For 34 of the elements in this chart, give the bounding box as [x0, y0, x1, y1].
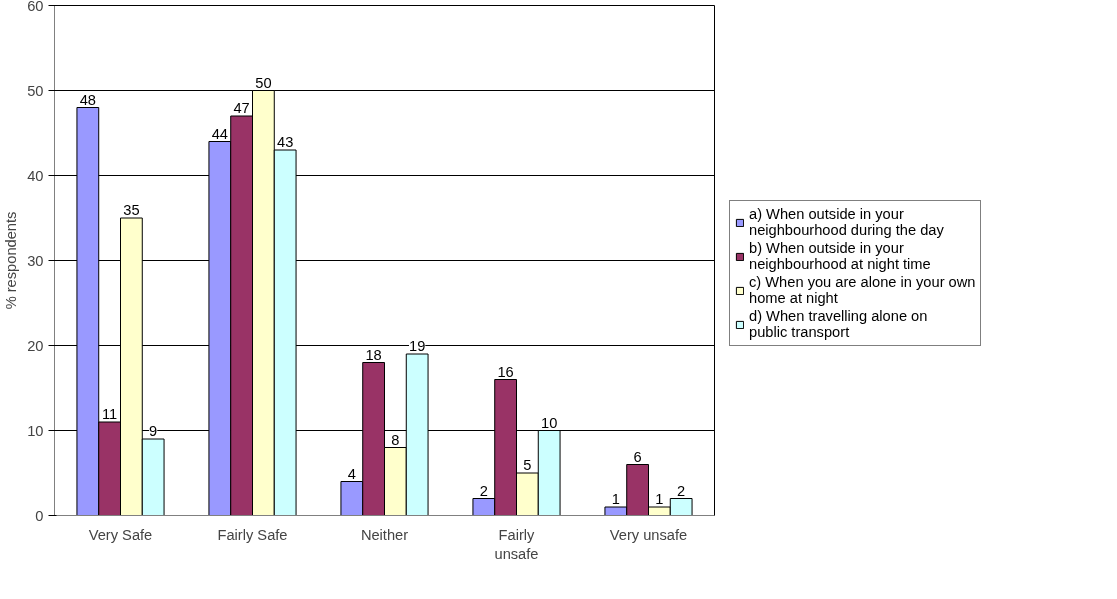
data-label: 43: [277, 134, 294, 150]
y-tick-label: 40: [27, 167, 44, 184]
data-label: 19: [409, 338, 426, 354]
data-label: 6: [633, 448, 642, 465]
data-label: 11: [102, 406, 118, 422]
data-label: 44: [211, 125, 228, 142]
y-tick-label: 60: [27, 0, 44, 14]
data-label: 16: [497, 363, 514, 380]
data-label: 2: [479, 482, 488, 499]
x-tick-label: Neither: [360, 526, 409, 543]
data-label: 1: [655, 491, 664, 507]
data-label: 5: [523, 457, 532, 473]
data-label: 35: [123, 202, 140, 218]
data-label: 47: [233, 100, 250, 116]
data-label: 1: [611, 491, 620, 507]
data-label: 18: [365, 346, 382, 363]
y-tick-label: 10: [27, 422, 44, 439]
data-label: 4: [347, 465, 356, 482]
y-axis-title: % respondents: [3, 211, 20, 310]
data-label: 10: [541, 414, 558, 431]
y-tick-label: 50: [27, 82, 44, 99]
x-tick-label: Very Safe: [88, 526, 153, 543]
data-label: 2: [677, 482, 686, 499]
y-tick-label: 0: [35, 507, 44, 524]
x-tick-label: Fairly Safe: [217, 526, 288, 543]
data-label: 50: [255, 74, 272, 91]
x-tick-label: Very unsafe: [609, 526, 688, 543]
data-label: 8: [391, 431, 400, 448]
y-tick-label: 30: [27, 252, 44, 269]
data-label: 48: [79, 91, 96, 108]
x-tick-label: Fairly unsafe: [494, 526, 539, 562]
y-tick-label: 20: [27, 337, 44, 354]
data-label: 9: [149, 423, 158, 439]
legend-label: d) When travelling alone on public transport: [749, 308, 928, 340]
